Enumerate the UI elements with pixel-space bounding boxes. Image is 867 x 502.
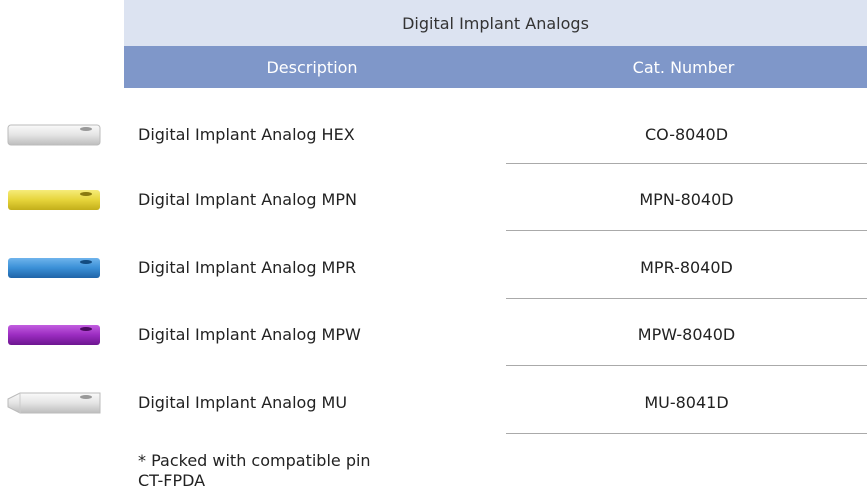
- product-icon: [8, 258, 100, 278]
- column-header: Cat. Number: [500, 46, 867, 88]
- row-divider: [506, 163, 867, 164]
- table-title: Digital Implant Analogs: [124, 0, 867, 46]
- description: Digital Implant Analog MPR: [138, 258, 357, 277]
- cat-number: MPR-8040D: [640, 258, 733, 277]
- description: Digital Implant Analog MPN: [138, 190, 357, 209]
- row-divider: [506, 365, 867, 366]
- product-icon: [8, 325, 100, 345]
- row-divider: [506, 298, 867, 299]
- description: Digital Implant Analog MU: [138, 393, 348, 412]
- cat-number: MPN-8040D: [639, 190, 734, 209]
- row-divider: [506, 230, 867, 231]
- description: Digital Implant Analog MPW: [138, 325, 361, 344]
- footnote: CT-FPDA: [138, 471, 206, 490]
- footnote: * Packed with compatible pin: [138, 451, 371, 470]
- product-icon: [8, 190, 100, 210]
- product-icon: [7, 124, 101, 146]
- cat-number: CO-8040D: [644, 125, 729, 144]
- product-icon: [7, 392, 101, 414]
- row-divider: [506, 433, 867, 434]
- column-header: Description: [124, 46, 500, 88]
- cat-number: MU-8041D: [644, 393, 729, 412]
- description: Digital Implant Analog HEX: [138, 125, 355, 144]
- cat-number: MPW-8040D: [637, 325, 736, 344]
